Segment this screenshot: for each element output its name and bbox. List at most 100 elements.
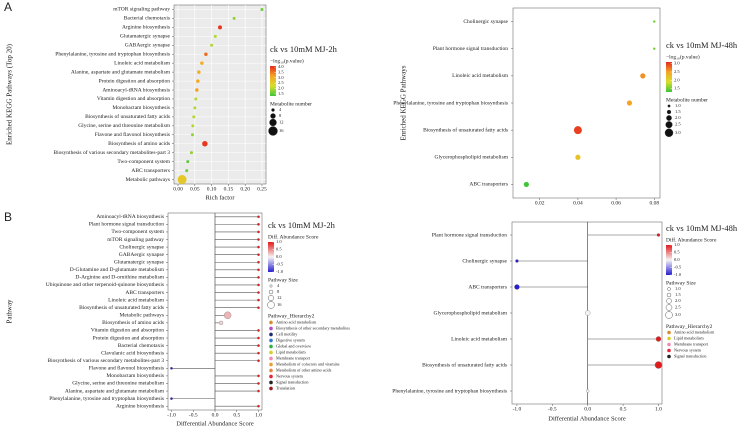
lollipop-dot [257, 404, 260, 408]
y-tick-label: Glutamatergic synapse [114, 260, 165, 266]
colorbar-tick-label: -1.0 [276, 269, 284, 274]
hierarchy-legend-title: Pathway_Hierarchy2 [666, 324, 713, 330]
size-legend-label: 1.0 [675, 286, 681, 291]
y-tick-label: Cholinergic synapse [462, 258, 507, 264]
chart-title: ck vs 10mM MJ-2h [270, 44, 338, 54]
hierarchy-legend-key [269, 356, 273, 361]
x-tick-label: 0.0 [584, 406, 591, 412]
x-tick-label: 1.0 [655, 406, 662, 412]
y-tick-label: ABC transporters [125, 290, 164, 296]
color-legend-title: −log₁₀(p.value) [270, 57, 304, 64]
colorbar [666, 62, 672, 92]
y-tick-label: Glycerophospholipid metabolism [435, 155, 509, 161]
lollipop-dot [586, 389, 590, 393]
colorbar-tick-label: 3.0 [278, 75, 284, 80]
y-tick-label: Biosynthesis of various secondary metabo… [53, 149, 170, 156]
bubble [177, 175, 187, 185]
y-tick-label: Protein digestion and absorption [93, 335, 165, 341]
y-tick-label: Phenylalanine, tyrosine and tryptophan b… [49, 396, 164, 402]
size-legend-title: Metabolite number [666, 97, 708, 103]
colorbar-tick-label: -1.0 [674, 272, 682, 277]
y-tick-label: Cholinergic synapse [119, 244, 164, 250]
hierarchy-legend-key [269, 362, 273, 367]
size-legend-label: 16 [277, 302, 282, 307]
y-tick-label: Linoleic acid metabolism [108, 297, 165, 303]
y-tick-label: Metabolic pathways [126, 177, 170, 183]
x-tick-label: 0.08 [649, 200, 659, 206]
colorbar-tick-label: 0.5 [276, 247, 282, 252]
bubble [213, 34, 217, 38]
lollipop-dot [257, 253, 260, 257]
y-tick-label: Two-component system [111, 229, 164, 235]
bubble [194, 97, 198, 101]
bubble [204, 52, 208, 56]
size-legend-key [667, 104, 671, 108]
bubble [186, 160, 190, 164]
size-legend-key [267, 301, 275, 309]
x-tick-label: 0.05 [190, 186, 200, 192]
lollipop-dot [656, 233, 661, 237]
size-legend-label: 1.0 [675, 103, 681, 108]
y-tick-label: mTOR signaling pathway [113, 7, 170, 13]
bubble [232, 16, 236, 20]
bubble [200, 61, 204, 65]
hierarchy-legend-label: Metabolism of other amino acids [276, 367, 332, 372]
size-legend-key [270, 113, 276, 119]
hierarchy-legend-label: Metabolism of cofactors and vitamins [276, 361, 340, 366]
lollipop-dot [514, 284, 520, 290]
y-tick-label: Linoleic acid metabolism [452, 73, 509, 79]
size-legend-label: 12 [277, 295, 282, 300]
panel-label: B [4, 210, 12, 224]
bubble [196, 79, 200, 83]
bubble [192, 115, 196, 119]
colorbar-tick-label: 0.0 [276, 254, 282, 259]
hierarchy-legend-key [269, 326, 273, 331]
size-legend-label: 1.5 [675, 292, 681, 297]
bubble [197, 70, 201, 74]
bubble [575, 154, 581, 160]
y-tick-label: Biosynthesis of unsaturated fatty acids [423, 126, 508, 133]
colorbar-tick-label: 0.5 [674, 250, 680, 255]
y-tick-label: Vitamin digestion and absorption [91, 328, 164, 334]
size-legend-key [269, 284, 273, 288]
size-legend-key [665, 304, 673, 311]
y-tick-label: Clavulanic acid biosynthesis [101, 350, 164, 356]
y-tick-label: GABAergic synapse [119, 252, 165, 258]
x-tick-label: -1.0 [167, 412, 176, 418]
chart-title: ck vs 10mM MJ-2h [268, 220, 336, 230]
colorbar [268, 242, 274, 272]
colorbar-tick-label: 3.0 [674, 61, 680, 66]
y-tick-label: ABC transporters [131, 168, 170, 174]
lollipop-dot [257, 215, 260, 219]
lollipop-dot [257, 238, 260, 241]
y-axis-title: Enriched KEGG Pathways [400, 65, 408, 140]
y-tick-label: Glycine, serine and threonine metabolism [72, 381, 165, 387]
bubble [189, 151, 193, 155]
colorbar-tick-label: 0.0 [674, 257, 680, 262]
colorbar [666, 245, 672, 275]
x-tick-label: 0.5 [620, 406, 627, 412]
y-tick-label: ABC transporters [469, 182, 508, 188]
lollipop-dot [257, 336, 260, 340]
y-tick-label: Phenylalanine, tyrosine and tryptophan b… [55, 51, 170, 57]
y-tick-label: D-Glutamine and D-glutamate metabolism [70, 267, 165, 273]
lollipop-dot [257, 344, 260, 347]
x-tick-label: -0.5 [189, 412, 198, 418]
hierarchy-legend-key [667, 330, 671, 335]
y-tick-label: Biosynthesis of amino acids [102, 319, 164, 326]
size-legend-key [665, 311, 673, 319]
bubble [626, 100, 633, 106]
x-tick-label: 0.06 [611, 200, 621, 206]
colorbar-tick-label: 2.0 [278, 86, 284, 91]
lollipop-dot [257, 291, 260, 294]
size-legend-key [268, 295, 274, 301]
y-tick-label: Plant hormone signal transduction [432, 232, 508, 238]
size-legend-title: Pathway Size [268, 277, 298, 283]
hierarchy-legend-label: Amino acid metabolism [674, 329, 715, 334]
x-tick-label: 0.04 [573, 200, 583, 206]
y-tick-label: Flavone and flavonol biosynthesis [89, 365, 164, 372]
bubble [573, 126, 582, 135]
lollipop-dot [654, 361, 663, 369]
colorbar-tick-label: 1.0 [674, 242, 680, 247]
